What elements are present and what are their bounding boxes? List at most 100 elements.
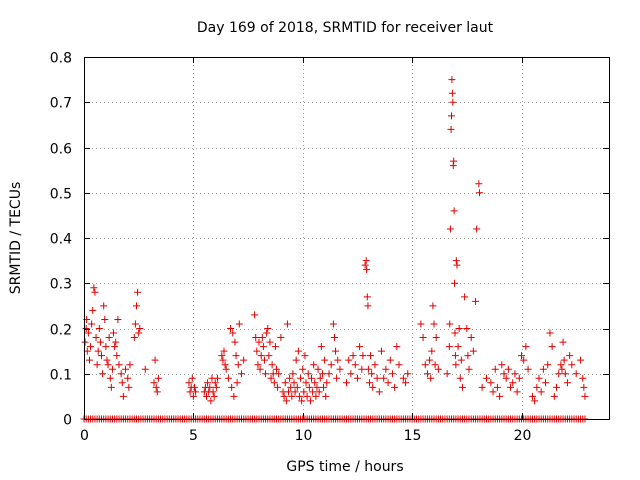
data-point	[417, 320, 425, 328]
data-point	[452, 361, 460, 369]
data-point	[130, 334, 138, 342]
data-point	[461, 293, 469, 301]
y-tick-label: 0.1	[50, 368, 72, 384]
data-point	[493, 383, 501, 391]
data-point	[491, 365, 499, 373]
data-point	[266, 338, 274, 346]
data-point	[305, 383, 313, 391]
data-point	[108, 365, 116, 373]
data-point	[465, 365, 473, 373]
data-point	[222, 365, 230, 373]
data-point	[96, 338, 104, 346]
data-point	[568, 361, 576, 369]
data-point	[533, 383, 541, 391]
data-point	[224, 374, 232, 382]
data-point	[487, 379, 495, 387]
y-tick-label: 0.2	[50, 323, 72, 339]
data-point	[421, 361, 429, 369]
data-point	[365, 379, 373, 387]
data-point	[388, 370, 396, 378]
data-point	[82, 325, 90, 332]
data-point	[426, 356, 434, 364]
data-point	[207, 397, 215, 405]
data-point	[473, 225, 481, 233]
data-point	[531, 397, 539, 405]
data-point	[472, 297, 480, 305]
data-point	[117, 370, 125, 378]
y-tick-label: 0.6	[50, 142, 72, 158]
data-point	[364, 302, 372, 310]
data-point	[114, 315, 122, 323]
y-tick-label: 0.4	[50, 232, 72, 248]
data-point	[450, 207, 458, 215]
data-point	[185, 379, 193, 387]
data-point	[364, 365, 372, 373]
data-point	[286, 374, 294, 382]
data-point	[210, 392, 218, 400]
data-point	[496, 392, 504, 400]
data-point	[234, 361, 242, 369]
data-point	[504, 365, 512, 373]
data-point	[363, 266, 371, 274]
data-point	[235, 320, 243, 328]
data-point	[535, 374, 543, 382]
data-point	[87, 343, 95, 351]
data-point	[449, 98, 457, 106]
data-point	[300, 388, 308, 396]
data-point	[321, 356, 329, 364]
x-tick-label: 20	[514, 428, 532, 444]
plot-area-frame	[84, 57, 610, 420]
data-point	[559, 338, 567, 346]
data-point	[295, 392, 303, 400]
data-point	[476, 189, 483, 197]
data-point	[102, 343, 110, 351]
data-point	[219, 356, 227, 364]
data-point	[402, 379, 410, 387]
data-point	[221, 361, 229, 369]
data-point	[334, 356, 342, 364]
data-point	[212, 383, 220, 391]
data-point	[310, 361, 318, 369]
data-point	[316, 374, 324, 382]
data-point	[330, 334, 338, 342]
data-point	[427, 374, 435, 382]
data-point	[428, 347, 436, 355]
axis-ticks: 0 0.1 0.2 0.3 0.4 0.5 0.6 0.7 0.8 0 5 10 15 20	[50, 51, 609, 444]
data-point	[293, 383, 301, 391]
data-point	[507, 383, 515, 391]
data-point	[323, 379, 331, 387]
data-point	[119, 392, 127, 400]
data-point	[395, 361, 403, 369]
data-point	[240, 356, 248, 364]
data-point	[124, 374, 132, 382]
data-point	[560, 356, 568, 364]
data-point	[478, 383, 486, 391]
data-point	[152, 383, 160, 391]
data-point	[297, 374, 305, 382]
data-point	[306, 397, 314, 405]
data-point	[104, 361, 112, 369]
data-point	[275, 370, 283, 378]
data-point	[539, 365, 547, 373]
data-point	[563, 379, 571, 387]
data-point	[271, 343, 279, 351]
data-point	[457, 356, 465, 364]
data-point	[373, 374, 381, 382]
data-point	[141, 365, 149, 373]
data-point	[391, 383, 399, 391]
data-point	[464, 352, 472, 360]
data-point	[309, 388, 317, 396]
data-point	[277, 334, 285, 342]
data-point	[308, 374, 315, 382]
data-point	[329, 320, 337, 328]
data-point	[254, 361, 262, 369]
data-point	[579, 374, 587, 382]
data-point	[349, 352, 357, 360]
data-point	[336, 365, 344, 373]
data-point	[273, 365, 280, 373]
data-point	[451, 279, 459, 287]
data-point	[311, 379, 319, 387]
data-point	[213, 374, 221, 382]
data-point	[220, 347, 228, 355]
data-point	[325, 370, 333, 378]
